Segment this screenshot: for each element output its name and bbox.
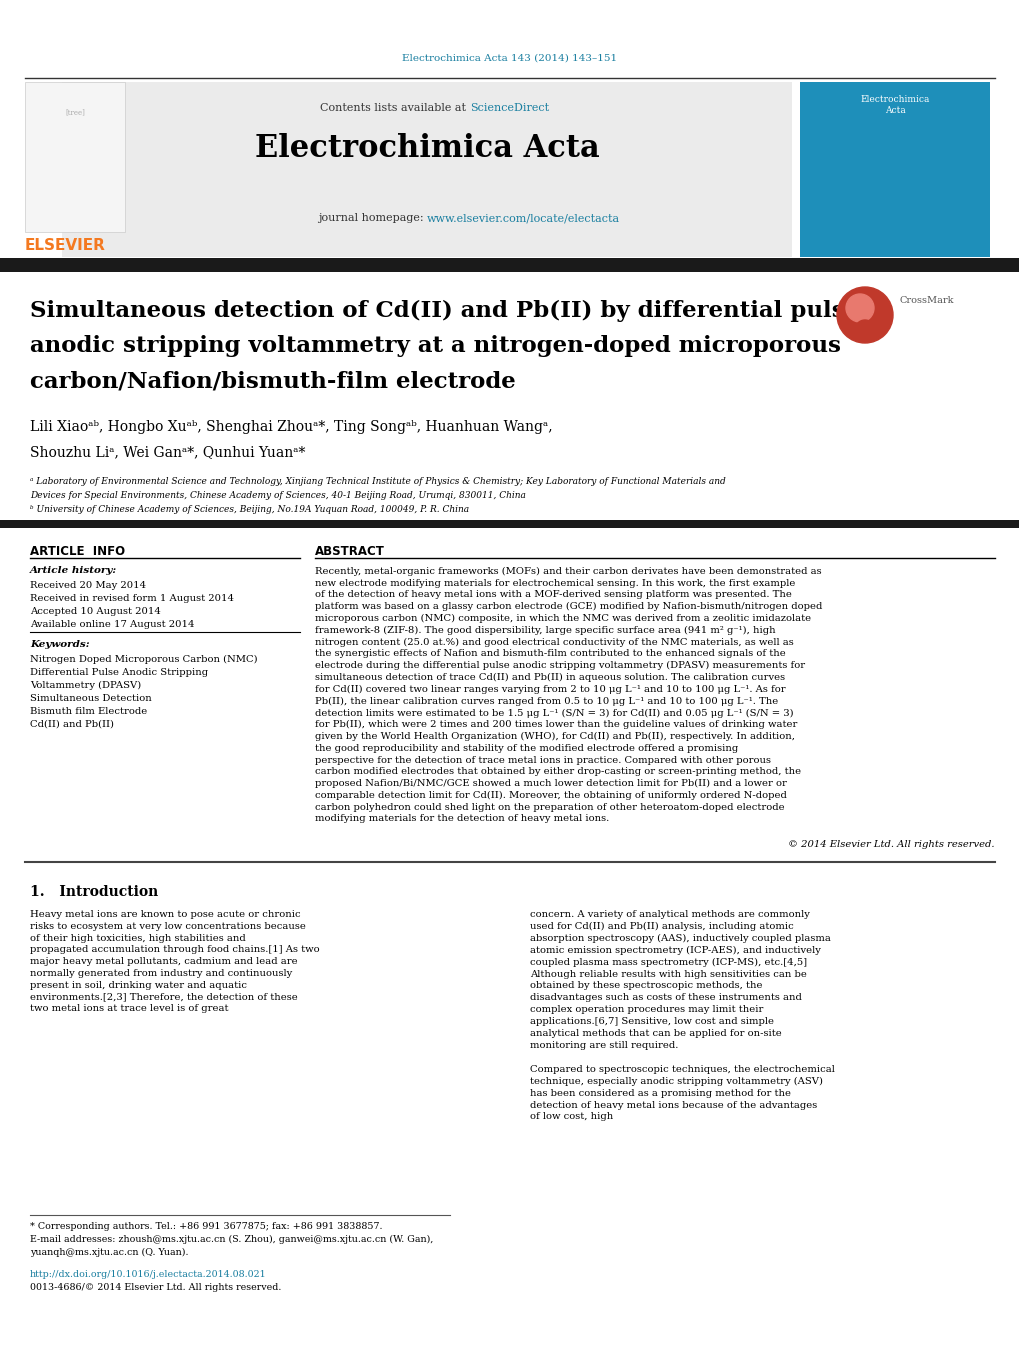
Bar xyxy=(0,258,1019,272)
Text: ABSTRACT: ABSTRACT xyxy=(315,544,384,558)
Text: Received 20 May 2014: Received 20 May 2014 xyxy=(30,581,146,590)
Text: Devices for Special Environments, Chinese Academy of Sciences, 40-1 Beijing Road: Devices for Special Environments, Chines… xyxy=(30,490,526,500)
Text: www.elsevier.com/locate/electacta: www.elsevier.com/locate/electacta xyxy=(427,213,620,223)
Text: Article history:: Article history: xyxy=(30,566,117,576)
Text: carbon/Nafion/bismuth-film electrode: carbon/Nafion/bismuth-film electrode xyxy=(30,370,516,392)
Bar xyxy=(799,82,989,257)
Text: Recently, metal-organic frameworks (MOFs) and their carbon derivates have been d: Recently, metal-organic frameworks (MOFs… xyxy=(315,567,821,823)
Text: Cd(II) and Pb(II): Cd(II) and Pb(II) xyxy=(30,720,114,730)
Circle shape xyxy=(854,320,874,340)
Text: 1.   Introduction: 1. Introduction xyxy=(30,885,158,898)
Text: Nitrogen Doped Microporous Carbon (NMC): Nitrogen Doped Microporous Carbon (NMC) xyxy=(30,655,258,665)
Text: Accepted 10 August 2014: Accepted 10 August 2014 xyxy=(30,607,161,616)
Text: ScienceDirect: ScienceDirect xyxy=(470,103,548,113)
Text: ᵃ Laboratory of Environmental Science and Technology, Xinjiang Technical Institu: ᵃ Laboratory of Environmental Science an… xyxy=(30,477,726,486)
Text: Shouzhu Liᵃ, Wei Ganᵃ*, Qunhui Yuanᵃ*: Shouzhu Liᵃ, Wei Ganᵃ*, Qunhui Yuanᵃ* xyxy=(30,444,305,459)
Text: Keywords:: Keywords: xyxy=(30,640,90,648)
Text: Received in revised form 1 August 2014: Received in revised form 1 August 2014 xyxy=(30,594,233,603)
Bar xyxy=(62,82,791,257)
Bar xyxy=(0,520,1019,528)
Text: http://dx.doi.org/10.1016/j.electacta.2014.08.021: http://dx.doi.org/10.1016/j.electacta.20… xyxy=(30,1270,266,1279)
Circle shape xyxy=(845,295,873,322)
Text: Electrochimica
Acta: Electrochimica Acta xyxy=(859,95,928,115)
Text: Simultaneous Detection: Simultaneous Detection xyxy=(30,694,152,703)
Text: Electrochimica Acta: Electrochimica Acta xyxy=(255,132,599,163)
Text: 0013-4686/© 2014 Elsevier Ltd. All rights reserved.: 0013-4686/© 2014 Elsevier Ltd. All right… xyxy=(30,1283,281,1292)
Text: Heavy metal ions are known to pose acute or chronic
risks to ecosystem at very l: Heavy metal ions are known to pose acute… xyxy=(30,911,319,1013)
Text: concern. A variety of analytical methods are commonly
used for Cd(II) and Pb(II): concern. A variety of analytical methods… xyxy=(530,911,830,1050)
Text: E-mail addresses: zhoush@ms.xjtu.ac.cn (S. Zhou), ganwei@ms.xjtu.ac.cn (W. Gan),: E-mail addresses: zhoush@ms.xjtu.ac.cn (… xyxy=(30,1235,433,1244)
Text: anodic stripping voltammetry at a nitrogen-doped microporous: anodic stripping voltammetry at a nitrog… xyxy=(30,335,841,357)
Text: Contents lists available at: Contents lists available at xyxy=(320,103,470,113)
Text: journal homepage:: journal homepage: xyxy=(318,213,427,223)
Text: Electrochimica Acta 143 (2014) 143–151: Electrochimica Acta 143 (2014) 143–151 xyxy=(403,54,616,62)
Text: Voltammetry (DPASV): Voltammetry (DPASV) xyxy=(30,681,141,690)
Text: ᵇ University of Chinese Academy of Sciences, Beijing, No.19A Yuquan Road, 100049: ᵇ University of Chinese Academy of Scien… xyxy=(30,505,469,513)
Text: ELSEVIER: ELSEVIER xyxy=(25,238,106,253)
Text: [tree]: [tree] xyxy=(65,108,85,116)
Circle shape xyxy=(837,286,892,343)
Text: yuanqh@ms.xjtu.ac.cn (Q. Yuan).: yuanqh@ms.xjtu.ac.cn (Q. Yuan). xyxy=(30,1248,189,1258)
Text: Bismuth film Electrode: Bismuth film Electrode xyxy=(30,707,147,716)
Text: Available online 17 August 2014: Available online 17 August 2014 xyxy=(30,620,195,630)
Bar xyxy=(25,82,125,232)
Text: Compared to spectroscopic techniques, the electrochemical
technique, especially : Compared to spectroscopic techniques, th… xyxy=(530,1065,835,1121)
Text: Simultaneous detection of Cd(II) and Pb(II) by differential pulse: Simultaneous detection of Cd(II) and Pb(… xyxy=(30,300,858,322)
Text: * Corresponding authors. Tel.: +86 991 3677875; fax: +86 991 3838857.: * Corresponding authors. Tel.: +86 991 3… xyxy=(30,1223,382,1231)
Text: Differential Pulse Anodic Stripping: Differential Pulse Anodic Stripping xyxy=(30,667,208,677)
Text: Lili Xiaoᵃᵇ, Hongbo Xuᵃᵇ, Shenghai Zhouᵃ*, Ting Songᵃᵇ, Huanhuan Wangᵃ,: Lili Xiaoᵃᵇ, Hongbo Xuᵃᵇ, Shenghai Zhouᵃ… xyxy=(30,420,552,434)
Text: ARTICLE  INFO: ARTICLE INFO xyxy=(30,544,125,558)
Text: © 2014 Elsevier Ltd. All rights reserved.: © 2014 Elsevier Ltd. All rights reserved… xyxy=(788,840,994,848)
Text: CrossMark: CrossMark xyxy=(899,296,954,304)
